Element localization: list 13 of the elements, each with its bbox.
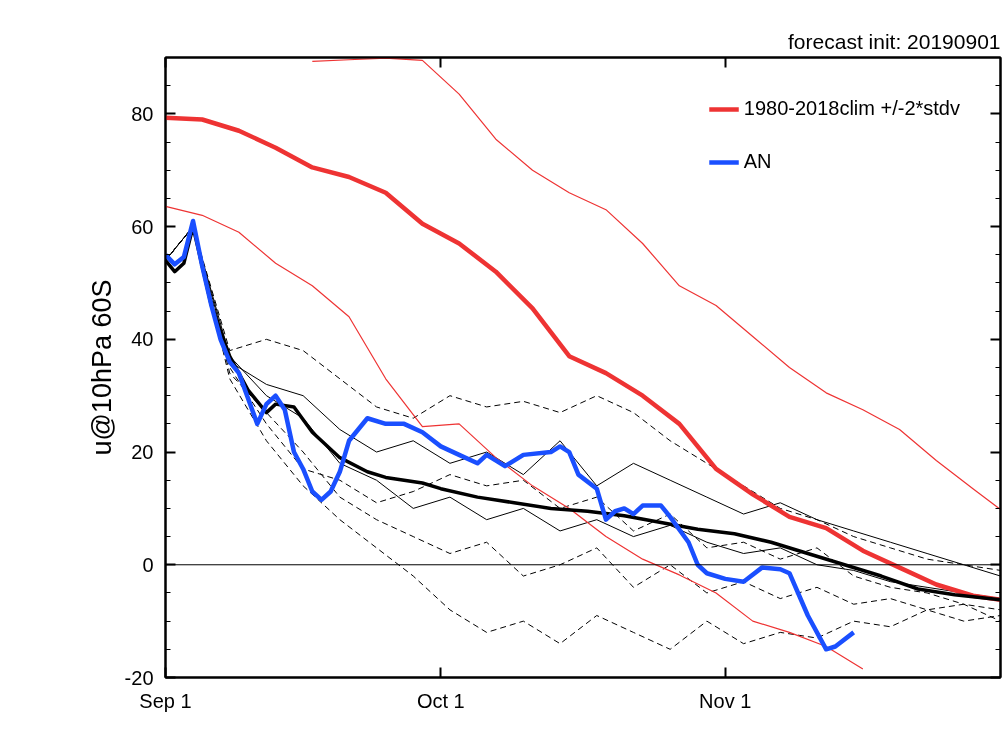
y-tick-label: 60 (131, 215, 154, 238)
y-tick-label: 80 (131, 102, 154, 125)
y-tick-label: -20 (124, 666, 154, 689)
legend-label: AN (743, 150, 772, 173)
y-tick-label: 20 (131, 441, 154, 464)
legend-label: 1980-2018clim +/-2*stdv (743, 97, 960, 120)
chart-title: forecast init: 20190901 (788, 29, 1001, 53)
y-tick-label: 40 (131, 328, 154, 351)
y-axis-title: u@10hPa 60S (86, 279, 117, 456)
x-tick-label: Nov 1 (699, 689, 752, 712)
x-tick-label: Oct 1 (416, 689, 465, 712)
x-tick-label: Sep 1 (139, 689, 192, 712)
y-tick-label: 0 (142, 553, 154, 576)
